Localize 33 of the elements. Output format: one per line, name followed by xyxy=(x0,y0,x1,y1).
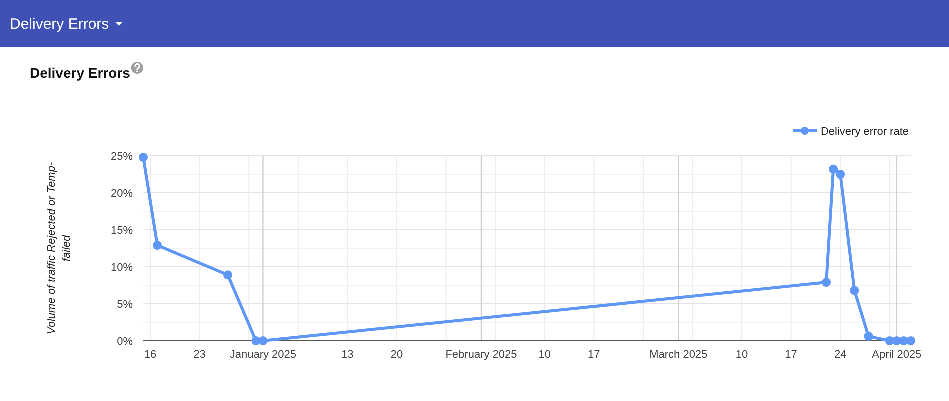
x-tick-label: January 2025 xyxy=(230,349,297,361)
x-tick-label: February 2025 xyxy=(446,349,518,361)
x-tick-label: 20 xyxy=(390,349,404,361)
y-tick-label: 10% xyxy=(110,262,134,274)
x-tick-label: 10 xyxy=(736,349,748,361)
point xyxy=(258,336,268,346)
x-tick-label: 24 xyxy=(834,349,847,361)
x-tick-label: 13 xyxy=(342,349,354,361)
x-tick-label: 23 xyxy=(194,349,206,361)
x-tick-label: 17 xyxy=(588,349,600,361)
point xyxy=(138,152,148,162)
point xyxy=(864,332,874,342)
point xyxy=(223,270,233,280)
point xyxy=(829,164,838,174)
point xyxy=(836,170,846,180)
point xyxy=(906,336,916,346)
y-tick-label: 25% xyxy=(110,151,134,163)
x-tick-label: 16 xyxy=(144,349,157,361)
y-tick-label: 0% xyxy=(117,336,134,348)
y-tick-label: 5% xyxy=(117,299,134,311)
x-tick-label: March 2025 xyxy=(650,349,708,361)
point xyxy=(822,278,832,288)
point xyxy=(850,286,860,296)
y-axis-title: Volume of traffic Rejected or Temp-failed xyxy=(46,162,73,335)
legend-label: Delivery error rate xyxy=(820,126,910,138)
x-tick-label: April 2025 xyxy=(872,349,922,361)
y-tick-label: 15% xyxy=(110,225,134,237)
point xyxy=(153,241,162,250)
chart-title: Delivery Errors xyxy=(30,65,131,81)
y-tick-label: 20% xyxy=(110,188,134,200)
x-tick-label: 10 xyxy=(538,349,551,361)
x-tick-label: 17 xyxy=(785,349,798,361)
text: Delivery Errors xyxy=(10,16,110,33)
